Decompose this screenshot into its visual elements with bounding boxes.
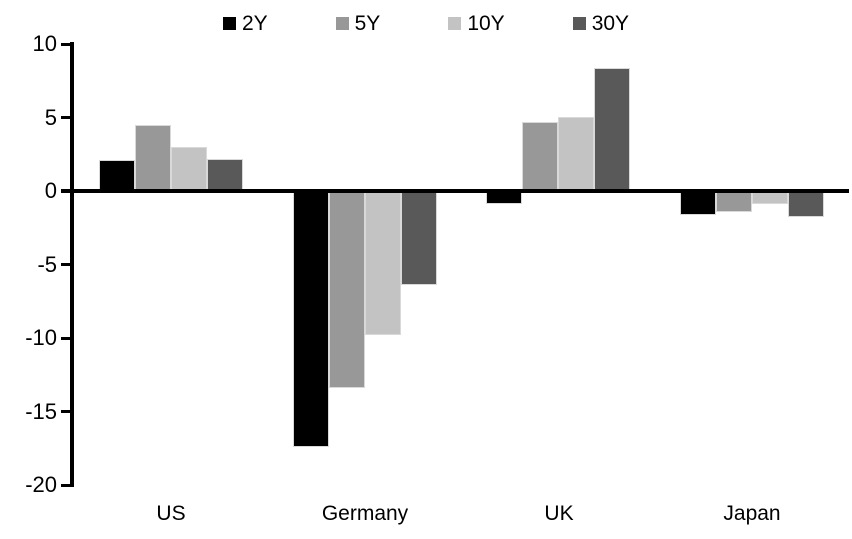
legend-label: 30Y — [591, 11, 630, 35]
legend-swatch-icon — [222, 16, 236, 30]
category-label: US — [156, 502, 186, 525]
y-tick-mark — [61, 43, 74, 46]
y-tick-label: -10 — [25, 325, 57, 350]
bar-us-5y — [135, 125, 171, 191]
bar-us-10y — [171, 147, 207, 191]
legend-label: 5Y — [354, 11, 381, 35]
y-tick-label: 5 — [44, 105, 57, 130]
zero-baseline — [61, 189, 849, 193]
legend-item: 30Y — [572, 11, 630, 35]
legend-item: 2Y — [222, 11, 268, 35]
y-tick-mark — [61, 263, 74, 266]
legend-swatch-icon — [572, 16, 586, 30]
bar-us-30y — [207, 159, 243, 191]
legend-label: 10Y — [467, 11, 505, 35]
bar-germany-30y — [401, 191, 437, 285]
bar-uk-30y — [594, 68, 630, 191]
bar-japan-2y — [680, 191, 716, 215]
y-tick-label: -15 — [25, 399, 57, 424]
y-tick-mark — [61, 337, 74, 340]
y-tick-mark — [61, 484, 74, 487]
legend: 2Y 5Y 10Y 30Y — [0, 9, 852, 37]
bar-germany-10y — [365, 191, 401, 335]
legend-swatch-icon — [335, 16, 349, 30]
bar-germany-2y — [293, 191, 329, 447]
bar-japan-5y — [716, 191, 752, 212]
y-tick-mark — [61, 410, 74, 413]
legend-label: 2Y — [241, 11, 268, 35]
y-tick-label: 0 — [44, 178, 57, 203]
bar-uk-5y — [522, 122, 558, 191]
bar-japan-30y — [788, 191, 824, 217]
bar-uk-10y — [558, 117, 594, 191]
legend-swatch-icon — [448, 16, 462, 30]
category-label: Germany — [321, 502, 409, 525]
category-label: Japan — [723, 502, 781, 525]
bar-germany-5y — [329, 191, 365, 388]
bar-us-2y — [99, 160, 135, 191]
legend-item: 10Y — [448, 11, 505, 35]
y-tick-label: 10 — [32, 31, 57, 56]
category-label: UK — [544, 502, 574, 525]
y-tick-label: -20 — [25, 472, 57, 497]
y-tick-mark — [61, 116, 74, 119]
y-tick-label: -5 — [37, 252, 57, 277]
legend-item: 5Y — [335, 11, 381, 35]
